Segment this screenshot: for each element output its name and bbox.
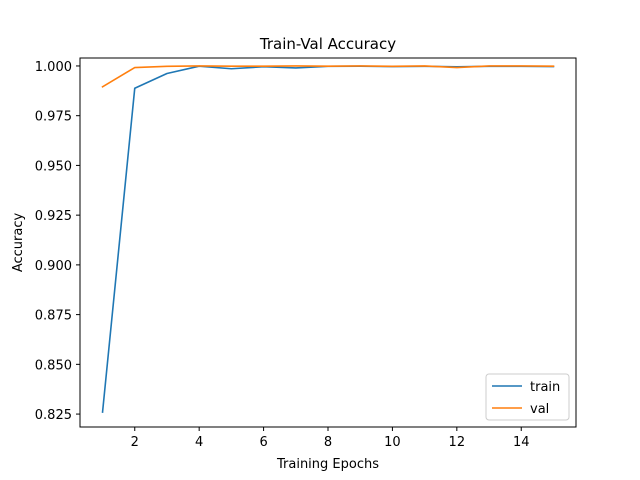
x-axis-title: Training Epochs — [276, 457, 379, 472]
y-tick-label: 0.875 — [35, 309, 72, 324]
y-tick-label: 0.975 — [35, 110, 72, 125]
y-tick-label: 0.825 — [35, 408, 72, 423]
y-tick-label: 0.850 — [35, 358, 72, 373]
chart-title: Train-Val Accuracy — [259, 35, 396, 53]
x-axis: 2 4 6 8 10 12 14 — [131, 427, 530, 450]
x-tick-label: 6 — [259, 435, 267, 450]
series-line-val — [101, 65, 555, 88]
x-tick-label: 12 — [449, 435, 466, 450]
y-axis-title: Accuracy — [11, 213, 26, 273]
plot-frame — [79, 57, 577, 428]
y-tick-label: 0.950 — [35, 159, 72, 174]
legend-label-train: train — [530, 380, 560, 395]
legend: train val — [485, 373, 570, 421]
y-tick-label: 0.900 — [35, 259, 72, 274]
x-tick-label: 2 — [131, 435, 139, 450]
x-tick-label: 4 — [195, 435, 203, 450]
legend-label-val: val — [530, 402, 549, 417]
x-tick-label: 14 — [513, 435, 530, 450]
y-tick-label: 1.000 — [35, 60, 72, 75]
x-tick-label: 8 — [324, 435, 332, 450]
series-line-train — [101, 65, 555, 413]
y-tick-label: 0.925 — [35, 209, 72, 224]
y-axis: 0.825 0.850 0.875 0.900 0.925 0.950 0.975 1.000 — [35, 60, 80, 423]
plot-area — [101, 65, 555, 413]
x-tick-label: 10 — [384, 435, 401, 450]
